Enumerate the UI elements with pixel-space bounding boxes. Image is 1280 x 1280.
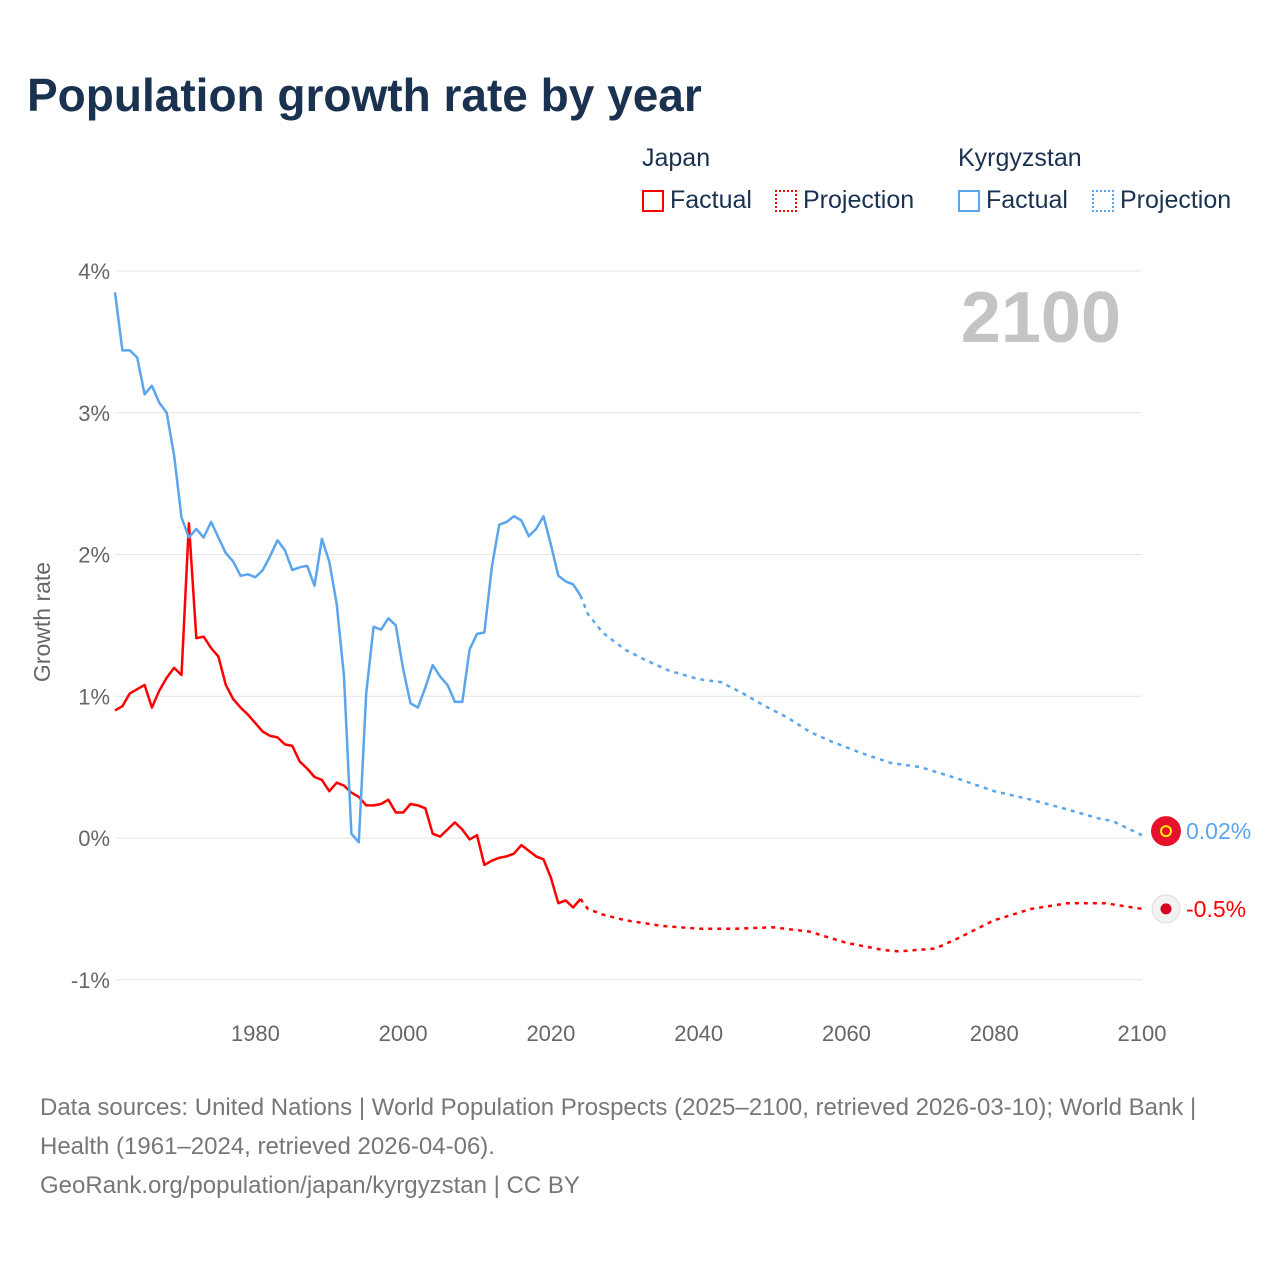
legend-swatch-dotted-icon [775,189,797,212]
x-tick-label: 2100 [1118,1021,1167,1046]
footer: Data sources: United Nations | World Pop… [40,1088,1240,1205]
legend-japan-factual[interactable]: Factual [642,186,752,215]
data-sources: Data sources: United Nations | World Pop… [40,1094,1197,1160]
y-tick-label: 4% [78,259,110,284]
legend-kyrgyzstan-factual[interactable]: Factual [958,186,1068,215]
legend-swatch-solid-icon [642,189,664,212]
kyrgyzstan-factual-line [113,292,582,844]
x-tick-label: 2020 [526,1021,575,1046]
y-tick-label: 3% [78,401,110,426]
legend-swatch-solid-icon [958,189,980,212]
legend-label: Factual [670,186,752,214]
japan-factual-line [114,522,582,909]
legend-group-kyrgyzstan: Kyrgyzstan [958,144,1082,172]
y-tick-label: 2% [78,543,110,568]
kyrgyzstan-projection-line [579,595,1143,837]
kyrgyzstan-end-value-label: 0.02% [1186,818,1251,844]
line-chart: -1% 0% 1% 2% 3% 4% 1980 2000 2020 2040 2060 2080 210… [29,259,1251,1046]
x-tick-label: 2060 [822,1021,871,1046]
japan-end-value-label: -0.5% [1186,896,1246,922]
x-tick-label: 2080 [970,1021,1019,1046]
legend-kyrgyzstan-projection[interactable]: Projection [1092,186,1231,215]
x-tick-label: 2000 [379,1021,428,1046]
credit-link[interactable]: GeoRank.org/population/japan/kyrgyzstan … [40,1172,580,1199]
legend-swatch-dotted-icon [1092,189,1114,212]
legend-label: Factual [986,186,1068,214]
y-tick-label: -1% [71,968,110,993]
y-tick-label: 0% [78,826,110,851]
chart-title: Population growth rate by year [27,69,702,121]
y-tick-label: 1% [78,684,110,709]
kyrgyzstan-flag-icon [1151,816,1181,847]
x-tick-label: 1980 [231,1021,280,1046]
legend-group-japan: Japan [642,144,711,172]
legend-label: Projection [803,186,915,214]
legend-japan-projection[interactable]: Projection [775,186,914,215]
x-tick-label: 2040 [674,1021,723,1046]
japan-flag-icon [1151,894,1181,924]
year-watermark: 2100 [961,278,1121,358]
legend-label: Projection [1120,186,1232,214]
y-axis-label: Growth rate [29,562,55,682]
japan-projection-line [579,898,1143,953]
